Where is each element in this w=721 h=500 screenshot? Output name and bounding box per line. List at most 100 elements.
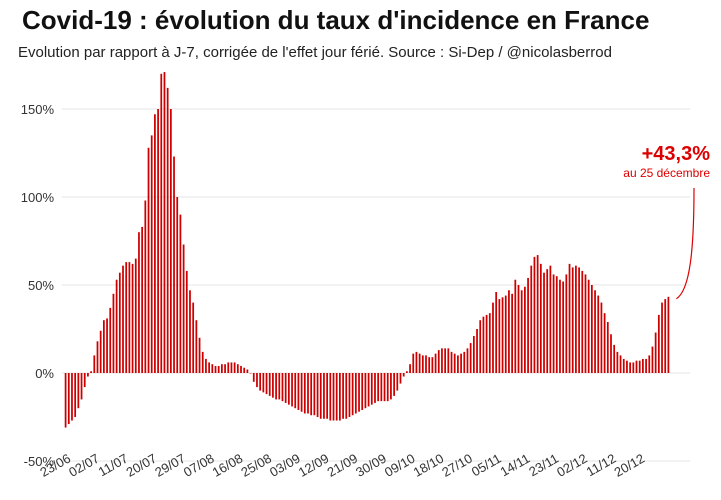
bar — [587, 279, 590, 373]
bar — [654, 332, 657, 373]
bar — [642, 358, 644, 373]
bar — [99, 330, 102, 373]
bar — [109, 307, 112, 373]
bar — [294, 373, 297, 409]
bar — [131, 263, 134, 373]
bar — [431, 357, 434, 373]
bar — [182, 244, 185, 373]
bar — [224, 364, 226, 373]
chart-subtitle: Evolution par rapport à J-7, corrigée de… — [18, 44, 612, 61]
bar — [425, 355, 427, 373]
bar — [147, 147, 150, 373]
bar — [74, 373, 77, 417]
bar — [504, 295, 507, 373]
bar — [249, 373, 252, 374]
bar — [195, 320, 198, 373]
bar — [549, 265, 552, 373]
bar — [488, 313, 491, 373]
bar — [383, 373, 386, 402]
bar — [562, 281, 565, 373]
bar — [335, 373, 338, 421]
annotation-value: +43,3% — [642, 143, 711, 165]
bar — [77, 373, 80, 409]
bar — [606, 321, 609, 373]
bar — [399, 373, 402, 384]
bar — [603, 313, 606, 373]
bar — [635, 360, 638, 373]
bar — [492, 302, 494, 373]
bar — [265, 373, 268, 395]
bar — [539, 263, 542, 373]
bar — [514, 279, 517, 373]
bar — [83, 373, 86, 388]
bar — [453, 353, 456, 373]
bar — [657, 314, 660, 373]
grid-layer — [62, 108, 690, 462]
bar — [638, 360, 641, 373]
bar — [396, 373, 399, 391]
bar — [272, 373, 274, 398]
bar — [495, 292, 498, 373]
bar — [584, 274, 587, 373]
annotation: +43,3% au 25 décembre — [623, 143, 711, 300]
bar — [482, 316, 485, 373]
bar — [342, 373, 344, 419]
bar — [198, 337, 201, 373]
bar — [390, 373, 392, 400]
bar — [217, 365, 220, 373]
bar — [597, 295, 600, 373]
bar — [632, 362, 635, 373]
bar — [374, 373, 376, 403]
bar — [275, 373, 277, 400]
bar — [112, 293, 115, 373]
bar — [447, 348, 450, 373]
bar — [377, 373, 380, 402]
bar — [559, 279, 561, 373]
bar — [664, 299, 667, 373]
bar — [64, 373, 67, 428]
y-axis-ticks: -50% 0% 50% 100% 150% — [21, 102, 55, 469]
bar — [211, 364, 214, 373]
bar — [303, 373, 306, 414]
x-tick-label: 20/12 — [612, 451, 648, 480]
bar — [498, 299, 501, 373]
y-tick-label: 100% — [21, 190, 55, 205]
bar — [485, 314, 488, 373]
bar — [530, 265, 533, 373]
bar — [460, 353, 462, 373]
bar — [106, 318, 108, 373]
bar — [307, 373, 309, 414]
bar — [616, 351, 619, 373]
bar — [472, 336, 475, 373]
bar — [284, 373, 287, 403]
bar — [80, 373, 83, 400]
bar — [418, 353, 421, 373]
bar — [118, 272, 121, 373]
bar — [651, 346, 654, 373]
bar — [457, 355, 459, 373]
bar — [520, 290, 523, 373]
bar — [590, 285, 593, 373]
bar — [469, 343, 472, 373]
bar — [428, 357, 431, 373]
bar — [405, 371, 408, 373]
bar — [511, 293, 513, 373]
bar — [169, 109, 172, 373]
bar — [236, 364, 239, 373]
bar — [370, 373, 373, 405]
bar — [179, 214, 182, 373]
bar — [326, 373, 329, 419]
bar — [87, 373, 89, 377]
bar — [348, 373, 351, 417]
bar — [444, 348, 447, 373]
bar — [233, 362, 236, 373]
bar — [176, 197, 179, 373]
bar — [434, 353, 437, 373]
annotation-arrow — [676, 187, 695, 300]
bar — [645, 358, 647, 373]
bar — [93, 355, 96, 373]
bar — [134, 258, 137, 373]
bar — [533, 256, 536, 373]
bar — [208, 362, 210, 373]
